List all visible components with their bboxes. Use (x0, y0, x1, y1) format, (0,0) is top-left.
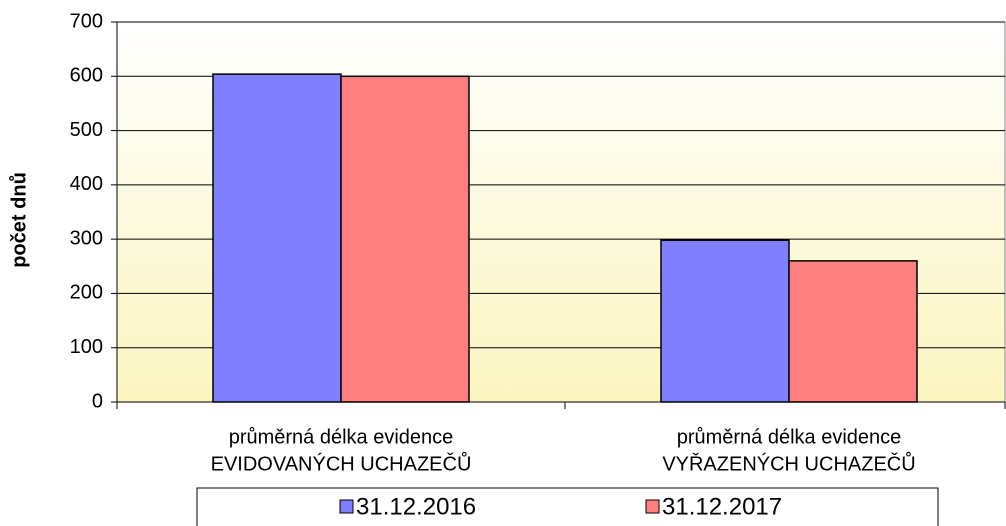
y-tick-label: 500 (70, 119, 103, 141)
bar (340, 75, 470, 403)
x-tick-label: průměrná délka evidence (229, 426, 454, 448)
legend-swatch (339, 499, 354, 514)
y-tick-label: 600 (70, 65, 103, 87)
y-tick-label: 400 (70, 173, 103, 195)
legend (196, 487, 939, 526)
y-tick-label: 100 (70, 336, 103, 358)
y-tick-label: 200 (70, 282, 103, 304)
x-tick-label: průměrná délka evidence (677, 426, 902, 448)
x-tick-label: VYŘAZENÝCH UCHAZEČŮ (662, 451, 915, 475)
x-tick-label: EVIDOVANÝCH UCHAZEČŮ (211, 451, 472, 475)
bar (660, 239, 790, 403)
y-tick-label: 300 (70, 227, 103, 249)
y-tick-label: 0 (92, 390, 103, 412)
legend-swatch (645, 499, 660, 514)
bar (788, 260, 918, 403)
legend-label: 31.12.2016 (356, 493, 476, 520)
y-axis-label: počet dnů (8, 172, 30, 268)
y-tick-label: 700 (70, 10, 103, 32)
bar (212, 73, 342, 403)
legend-label: 31.12.2017 (662, 493, 782, 520)
